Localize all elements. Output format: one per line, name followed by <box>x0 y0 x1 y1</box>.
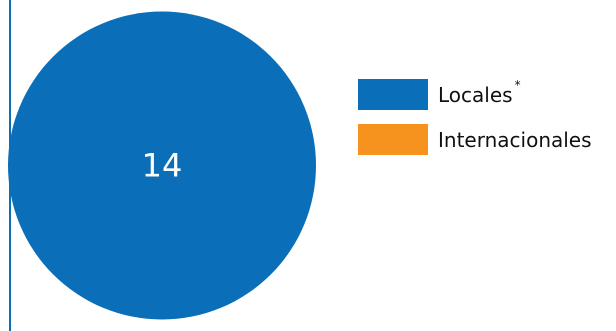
pie-chart: 14 <box>8 11 316 320</box>
legend: Locales * Internacionales <box>358 79 592 169</box>
pie-data-label-locales: 14 <box>142 147 183 185</box>
pie-data-labels: 14 <box>142 147 183 185</box>
legend-swatch-internacionales <box>358 124 428 155</box>
legend-text-locales: Locales <box>438 82 513 107</box>
pie-slice-locales <box>8 11 316 320</box>
legend-item-internacionales: Internacionales <box>358 124 592 155</box>
legend-swatch-locales <box>358 79 428 110</box>
legend-item-locales: Locales * <box>358 79 592 110</box>
pie-slices <box>8 11 316 320</box>
legend-text-internacionales: Internacionales <box>438 127 592 152</box>
legend-label-locales: Locales * <box>438 79 521 107</box>
legend-footnote-mark: * <box>514 77 521 92</box>
